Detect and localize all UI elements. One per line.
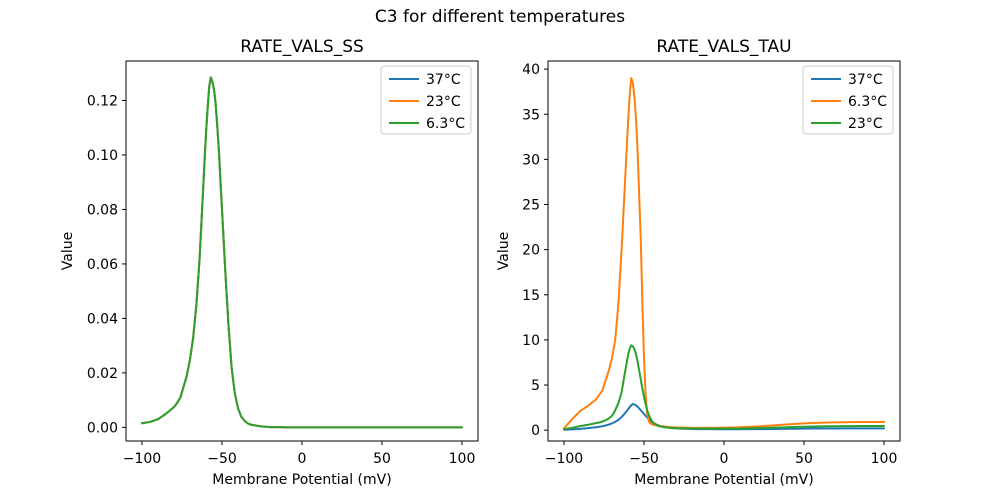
legend: 37°C 6.3°C 23°C xyxy=(802,65,894,135)
x-axis-label: Membrane Potential (mV) xyxy=(212,472,391,488)
y-tick-label: 0.10 xyxy=(87,148,118,164)
y-tick-label: 0 xyxy=(531,423,540,439)
y-tick-label: 40 xyxy=(522,62,540,78)
legend: 37°C 23°C 6.3°C xyxy=(380,65,472,135)
legend-label: 6.3°C xyxy=(426,116,465,132)
x-tick-label: 100 xyxy=(871,451,898,467)
legend-frame xyxy=(802,65,894,135)
y-tick-label: 0.12 xyxy=(87,93,118,109)
legend-label: 37°C xyxy=(848,72,883,88)
legend-frame xyxy=(380,65,472,135)
x-tick-label: 100 xyxy=(449,451,476,467)
y-tick-label: 30 xyxy=(522,152,540,168)
x-tick-label: 0 xyxy=(298,451,307,467)
y-axis-label: Value xyxy=(60,232,76,270)
x-tick-label: 50 xyxy=(795,451,813,467)
x-tick-label: −100 xyxy=(545,451,583,467)
y-tick-label: 0.08 xyxy=(87,202,118,218)
y-axis-label: Value xyxy=(496,232,512,270)
subplot-rate-vals-ss: −100 −50 0 50 100 0.00 0.02 0.04 0.06 0.08 0.10 0.1… xyxy=(60,37,479,488)
y-tick-label: 0.06 xyxy=(87,257,118,273)
x-tick-label: −50 xyxy=(629,451,659,467)
y-tick-label: 10 xyxy=(522,333,540,349)
x-tick-label: 0 xyxy=(720,451,729,467)
plot-area xyxy=(141,76,463,429)
series-line-23-c xyxy=(563,344,885,431)
figure-title: C3 for different temperatures xyxy=(374,7,626,27)
legend-label: 23°C xyxy=(848,116,883,132)
subplot-title: RATE_VALS_TAU xyxy=(656,37,791,57)
subplot-title: RATE_VALS_SS xyxy=(240,37,364,57)
x-tick-label: −100 xyxy=(123,451,161,467)
y-tick-label: 0.04 xyxy=(87,311,118,327)
legend-label: 6.3°C xyxy=(848,94,887,110)
y-tick-label: 35 xyxy=(522,107,540,123)
plot-area xyxy=(563,77,885,431)
x-axis-label: Membrane Potential (mV) xyxy=(634,472,813,488)
y-tick-label: 25 xyxy=(522,198,540,214)
legend-label: 23°C xyxy=(426,94,461,110)
subplot-rate-vals-tau: −100 −50 0 50 100 0 5 10 15 20 25 30 35 40 RATE_VALS_T… xyxy=(496,37,901,488)
x-tick-label: 50 xyxy=(373,451,391,467)
y-tick-label: 15 xyxy=(522,288,540,304)
y-tick-label: 0.02 xyxy=(87,366,118,382)
x-tick-label: −50 xyxy=(207,451,237,467)
y-tick-label: 5 xyxy=(531,378,540,394)
legend-label: 37°C xyxy=(426,72,461,88)
series-line-6-3-c xyxy=(141,76,463,429)
y-tick-label: 20 xyxy=(522,243,540,259)
y-tick-label: 0.00 xyxy=(87,420,118,436)
